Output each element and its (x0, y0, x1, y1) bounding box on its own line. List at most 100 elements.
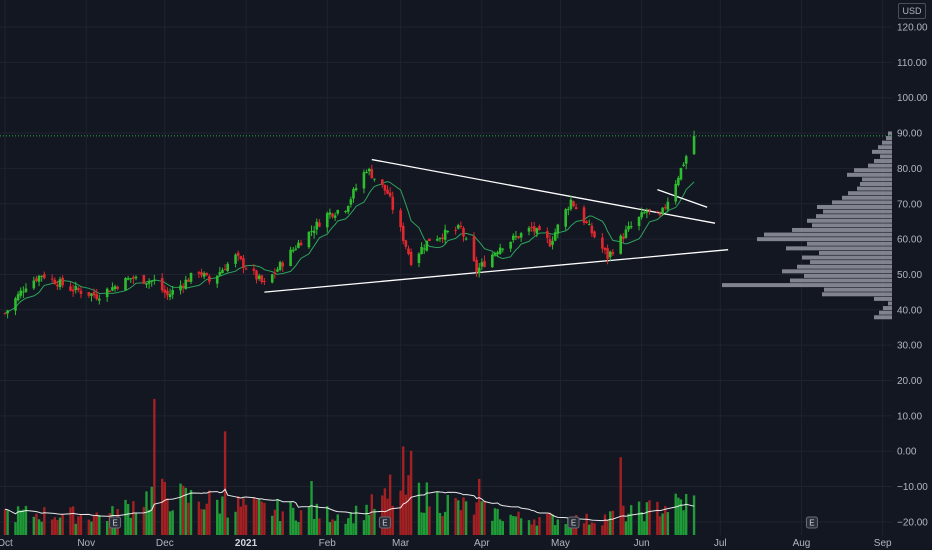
candle-body (221, 270, 224, 274)
volume-bar (6, 510, 9, 535)
volume-bar (74, 523, 77, 535)
volume-profile (722, 131, 892, 320)
volume-bar (436, 492, 439, 535)
candle-body (438, 237, 442, 240)
earnings-marker-label: E (809, 519, 814, 528)
volume-profile-bar (857, 186, 892, 191)
volume-profile-bar (819, 250, 892, 255)
volume-bar (43, 507, 46, 535)
earnings-marker[interactable]: E (109, 516, 122, 529)
candle-body (98, 298, 101, 301)
candle-body (105, 288, 109, 298)
volume-bar (362, 520, 366, 535)
volume-bar (685, 493, 688, 535)
volume-bar (590, 522, 594, 535)
candle-body (370, 169, 374, 179)
price-tick-label: 30.00 (897, 341, 922, 352)
volume-bar (666, 512, 670, 535)
volume-bar (71, 506, 75, 535)
candle-body (648, 209, 651, 211)
candle-body (365, 172, 368, 174)
candle-body (252, 268, 256, 271)
volume-bar (354, 505, 358, 535)
volume-bar (145, 491, 148, 535)
volume-bar (310, 481, 313, 535)
volume-bar (656, 501, 659, 535)
volume-bar (464, 501, 468, 535)
volume-bar (197, 501, 201, 535)
volume-bar (611, 510, 615, 535)
candle-body (270, 274, 274, 283)
volume-profile-bar (888, 301, 892, 306)
volume-bar (328, 522, 332, 535)
earnings-marker[interactable]: E (805, 516, 818, 529)
time-axis[interactable]: Oct Nov Dec 2021 Feb Mar Apr May Jun Jul Aug Sep (0, 538, 892, 549)
candle-body (24, 288, 28, 292)
volume-bar (61, 514, 64, 535)
candle-body (425, 240, 429, 251)
price-tick-label: −20.00 (897, 517, 928, 528)
volume-bar (409, 450, 413, 535)
candle-body (32, 280, 36, 289)
candle-body (527, 228, 531, 232)
volume-bar (556, 519, 560, 535)
time-tick-label: Feb (319, 538, 337, 549)
candle-body (682, 164, 685, 166)
volume-bar (569, 524, 573, 535)
price-tick-label: 90.00 (897, 129, 922, 140)
time-tick-label: 2021 (235, 538, 258, 549)
candle-body (475, 259, 478, 273)
volume-bar (271, 515, 274, 535)
candle-body (548, 239, 552, 247)
candle-body (184, 279, 188, 289)
volume-bar (37, 519, 41, 535)
candle-body (276, 269, 279, 272)
earnings-marker[interactable]: E (567, 516, 580, 529)
volume-bar (92, 515, 96, 535)
volume-bar (236, 496, 240, 535)
volume-profile-bar (807, 218, 892, 223)
candle-body (77, 288, 80, 291)
candle-body (383, 184, 387, 191)
trendline (657, 188, 708, 208)
volume-bar (402, 446, 405, 535)
candle-body (43, 274, 46, 279)
candle-body (168, 294, 172, 298)
candle-body (658, 214, 662, 216)
volume-bar (483, 501, 486, 535)
volume-bar (643, 521, 646, 535)
candle-body (546, 231, 549, 238)
candle-body (87, 292, 91, 296)
currency-label[interactable]: USD (898, 3, 926, 19)
volume-bar (457, 500, 460, 535)
price-axis[interactable]: 120.00 110.00 100.00 90.00 80.00 70.00 60.00 50… (897, 23, 928, 529)
volume-bar (200, 509, 203, 535)
volume-profile-bar (878, 145, 892, 150)
earnings-marker-box (567, 516, 580, 529)
volume-bar (491, 520, 494, 535)
candle-body (179, 285, 182, 291)
candle-body (498, 247, 502, 254)
volume-bar (276, 499, 279, 535)
candle-body (391, 196, 395, 210)
candle-body (333, 215, 337, 218)
volume-bar (538, 517, 541, 535)
candle-body (197, 272, 201, 274)
earnings-marker[interactable]: E (378, 516, 391, 529)
volume-bar (640, 512, 643, 535)
volume-bar (14, 522, 17, 535)
candle-body (242, 258, 245, 268)
trendlines[interactable] (264, 158, 729, 293)
candle-body (124, 278, 127, 291)
candle-body (171, 290, 174, 295)
volume-bar (226, 517, 229, 535)
candle-body (401, 225, 405, 241)
price-tick-label: 110.00 (897, 58, 927, 69)
volume-bar (153, 398, 156, 535)
volume-bar (22, 509, 25, 535)
candle-body (35, 278, 38, 282)
candle-body (257, 275, 261, 279)
candle-body (436, 238, 439, 241)
